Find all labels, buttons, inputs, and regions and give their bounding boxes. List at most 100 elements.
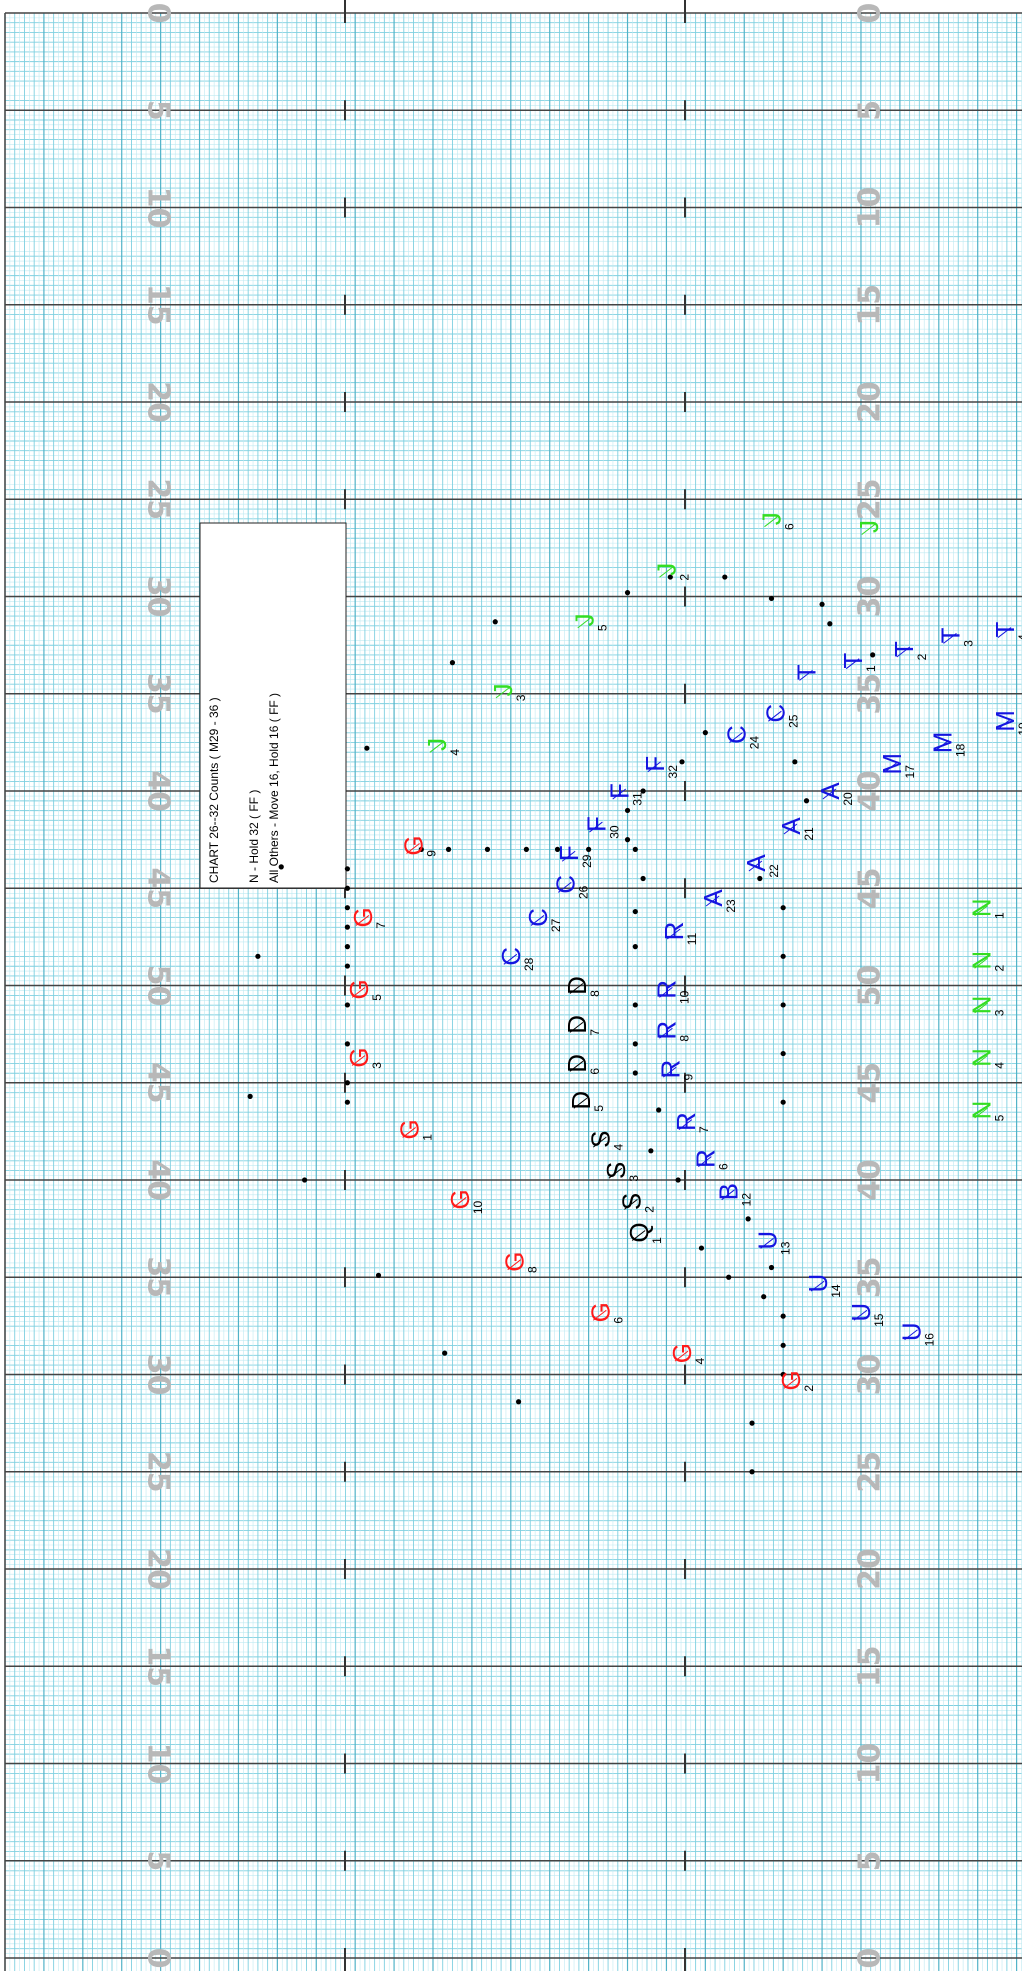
performer-symbol: F29 (554, 845, 594, 868)
yard-number: 30 (141, 576, 176, 618)
path-dot (632, 1070, 638, 1076)
performer-letter: G (399, 835, 429, 855)
path-dot (344, 924, 350, 930)
performer-number: 17 (903, 765, 917, 779)
performer-number: 8 (677, 1035, 691, 1042)
performer-number: 2 (642, 1206, 656, 1213)
path-dot (827, 621, 833, 627)
performer-letter: S (585, 1130, 615, 1147)
yard-number: 0 (853, 1948, 888, 1969)
yard-number: 5 (853, 100, 888, 121)
path-dot (364, 745, 370, 751)
path-dot (301, 1177, 308, 1183)
path-dot (632, 846, 638, 852)
performer-number: 7 (697, 1126, 711, 1133)
yard-number: 45 (141, 1062, 176, 1104)
performer-letter: A (698, 889, 728, 907)
performer-symbol: C24 (721, 725, 761, 749)
path-dot (780, 1371, 786, 1378)
performer-symbol: T4 (990, 622, 1022, 641)
path-dot (344, 1080, 350, 1086)
path-dot (523, 846, 529, 852)
performer-letter: J (651, 563, 681, 576)
performer-letter: T (935, 627, 965, 643)
performer-number: 16 (923, 1333, 937, 1347)
yard-number: 20 (141, 1548, 176, 1590)
performer-symbol: G5 (344, 979, 384, 1000)
performer-number: 1 (993, 912, 1007, 919)
yard-number: 50 (853, 965, 888, 1007)
yard-number: 15 (141, 1645, 176, 1687)
yard-number: 30 (853, 1354, 888, 1396)
performer-letter: G (348, 907, 378, 927)
performer-number: 10 (677, 990, 691, 1004)
performer-symbol: T3 (935, 627, 975, 646)
performer-letter: N (967, 1101, 997, 1120)
performer-symbol: G7 (348, 907, 388, 928)
performer-symbol: T2 (889, 641, 929, 660)
performer-letter: G (445, 1189, 475, 1209)
performer-symbol: A20 (815, 782, 855, 806)
path-dot (667, 574, 673, 580)
performer-letter: C (523, 908, 553, 927)
path-dot (586, 846, 592, 852)
path-dot (484, 846, 491, 852)
path-dot (679, 759, 685, 765)
performer-number: 3 (370, 1062, 384, 1069)
performer-symbol: C26 (550, 875, 590, 899)
performer-symbol: F30 (581, 816, 621, 839)
path-dot (749, 1469, 755, 1475)
yard-number: 15 (853, 284, 888, 326)
performer-letter: G (395, 1119, 425, 1139)
path-dot (255, 953, 261, 959)
performer-symbol: S4 (585, 1130, 625, 1150)
yard-number: 25 (853, 478, 888, 520)
performer-number: 14 (829, 1284, 843, 1298)
path-dot (702, 730, 708, 736)
performer-symbol: A22 (741, 854, 781, 878)
yard-number: 45 (141, 867, 176, 909)
performer-number: 9 (681, 1073, 695, 1080)
path-dot (640, 788, 646, 794)
yard-number: 5 (853, 1850, 888, 1871)
performer-letter: F (554, 845, 584, 861)
path-dot (675, 1177, 681, 1183)
performer-number: 10 (471, 1200, 485, 1214)
performer-letter: C (760, 704, 790, 723)
yard-number: 20 (141, 381, 176, 423)
performer-number: 6 (588, 1068, 602, 1075)
performer-number: 13 (779, 1241, 793, 1255)
yard-number: 35 (141, 673, 176, 715)
performer-number: 7 (588, 1029, 602, 1036)
path-dot (344, 866, 350, 872)
path-dot (632, 1002, 638, 1008)
performer-number: 4 (611, 1143, 625, 1150)
yard-number: 5 (141, 100, 176, 121)
performer-symbol: G4 (667, 1343, 707, 1364)
performer-number: 4 (448, 749, 462, 756)
path-dot (819, 601, 825, 607)
performer-number: 3 (993, 1009, 1007, 1016)
yard-number: 30 (853, 576, 888, 618)
path-dot (344, 1099, 350, 1105)
performer-letter: G (667, 1343, 697, 1363)
performer-letter: T (990, 622, 1020, 638)
performer-letter: A (776, 817, 806, 835)
performer-number: 26 (576, 885, 590, 899)
path-dot (278, 864, 284, 870)
path-dot (803, 798, 810, 804)
performer-symbol: N2 (967, 951, 1007, 972)
performer-letter: G (585, 1302, 615, 1322)
performer-letter: N (967, 996, 997, 1015)
path-dot (780, 953, 786, 959)
performer-number: 5 (592, 1105, 606, 1112)
path-dot (780, 1002, 786, 1008)
performer-letter: D (562, 1015, 592, 1034)
performer-number: 12 (740, 1193, 754, 1207)
performer-letter: S (601, 1162, 631, 1179)
yard-number: 10 (853, 1743, 888, 1785)
path-dot (344, 905, 350, 911)
path-dot (768, 1264, 775, 1271)
performer-letter: N (967, 951, 997, 970)
performer-number: 6 (716, 1163, 730, 1170)
